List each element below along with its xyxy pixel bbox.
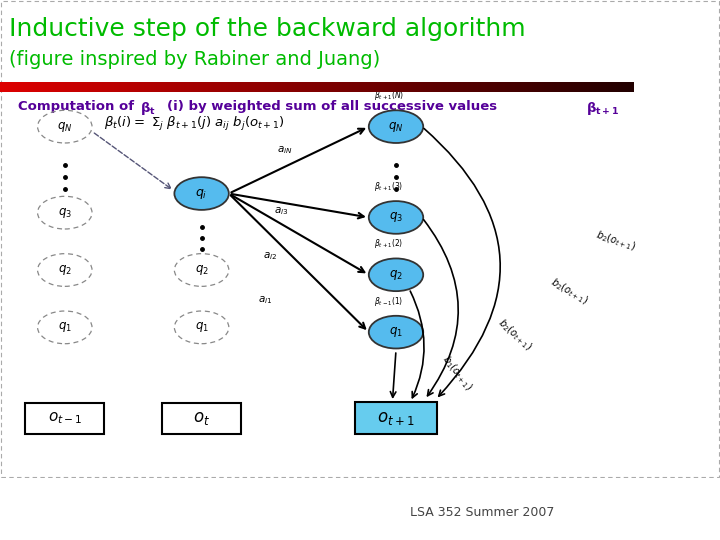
Text: $q_3$: $q_3$	[58, 206, 72, 220]
Text: $q_1$: $q_1$	[194, 320, 209, 334]
Text: $\beta_{t-1}(1)$: $\beta_{t-1}(1)$	[374, 295, 403, 308]
Text: $\mathbf{\beta_t}$: $\mathbf{\beta_t}$	[140, 100, 156, 117]
Ellipse shape	[369, 259, 423, 291]
Text: (figure inspired by Rabiner and Juang): (figure inspired by Rabiner and Juang)	[9, 50, 380, 69]
Text: $q_i$: $q_i$	[195, 186, 208, 200]
Text: $b_2(o_{t+1})$: $b_2(o_{t+1})$	[547, 275, 590, 308]
Text: Inductive step of the backward algorithm: Inductive step of the backward algorithm	[9, 17, 526, 40]
Text: $q_2$: $q_2$	[389, 268, 403, 282]
Text: $b_2(o_{t+1})$: $b_2(o_{t+1})$	[594, 228, 637, 254]
Text: $a_{i1}$: $a_{i1}$	[258, 294, 272, 306]
Ellipse shape	[369, 316, 423, 348]
Text: $q_1$: $q_1$	[389, 325, 403, 339]
Text: (i) by weighted sum of all successive values: (i) by weighted sum of all successive va…	[167, 100, 502, 113]
Text: $o_{t-1}$: $o_{t-1}$	[48, 410, 82, 426]
Text: $a_{i2}$: $a_{i2}$	[263, 250, 277, 261]
Text: LSA 352 Summer 2007: LSA 352 Summer 2007	[410, 505, 554, 518]
Text: $q_N$: $q_N$	[388, 120, 404, 133]
Text: $\beta_t(i)=\ \Sigma_j\ \beta_{t+1}(j)\ a_{ij}\ b_j(o_{t+1})$: $\beta_t(i)=\ \Sigma_j\ \beta_{t+1}(j)\ …	[104, 114, 285, 133]
Text: $b_2(o_{t+1})$: $b_2(o_{t+1})$	[495, 316, 535, 353]
Text: $\beta_{t+1}(3)$: $\beta_{t+1}(3)$	[374, 180, 403, 193]
Ellipse shape	[369, 110, 423, 143]
Text: $q_3$: $q_3$	[389, 211, 403, 225]
Text: $q_1$: $q_1$	[58, 320, 72, 334]
FancyBboxPatch shape	[162, 403, 241, 434]
Text: $o_{t+1}$: $o_{t+1}$	[377, 410, 415, 427]
Text: $a_{iN}$: $a_{iN}$	[276, 145, 292, 157]
Text: $q_N$: $q_N$	[57, 120, 73, 133]
Text: $\beta_{t+1}(N)$: $\beta_{t+1}(N)$	[374, 89, 404, 102]
Text: $\beta_{t+1}(2)$: $\beta_{t+1}(2)$	[374, 238, 403, 251]
Text: $\mathbf{\beta_{t+1}}$: $\mathbf{\beta_{t+1}}$	[586, 100, 619, 117]
Text: $a_{i3}$: $a_{i3}$	[274, 205, 288, 217]
FancyBboxPatch shape	[25, 403, 104, 434]
Text: $q_2$: $q_2$	[194, 263, 209, 277]
Text: $o_t$: $o_t$	[193, 410, 210, 427]
Text: Computation of: Computation of	[18, 100, 139, 113]
FancyBboxPatch shape	[355, 402, 438, 434]
Ellipse shape	[174, 177, 229, 210]
Text: 9: 9	[678, 503, 690, 521]
Text: $b_1(o_{t+1})$: $b_1(o_{t+1})$	[439, 352, 475, 393]
Ellipse shape	[369, 201, 423, 234]
Text: $q_2$: $q_2$	[58, 263, 72, 277]
